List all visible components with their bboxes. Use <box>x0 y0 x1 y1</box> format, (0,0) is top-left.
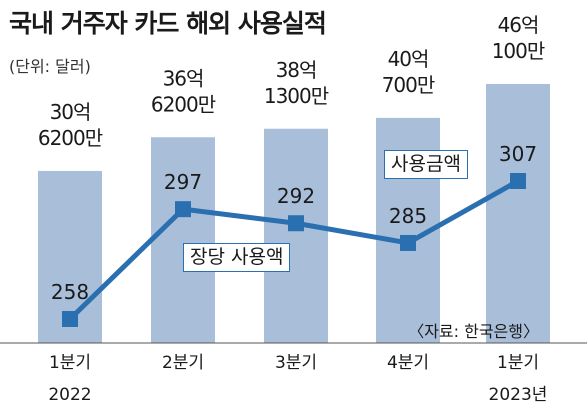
line-value-label-3: 292 <box>277 184 315 208</box>
line-value-label-4: 285 <box>389 204 427 228</box>
bars-layer <box>38 84 550 344</box>
chart-title: 국내 거주자 카드 해외 사용실적 <box>9 9 327 38</box>
line-point-3 <box>288 215 304 232</box>
bar-value-label-4-1: 40억 <box>388 47 429 71</box>
line-value-label-5: 307 <box>499 142 537 166</box>
bar-2 <box>151 137 215 343</box>
unit-label: (단위: 달러) <box>9 57 91 76</box>
x-tick-label-5: 1분기 <box>497 353 539 373</box>
line-layer <box>62 173 526 327</box>
line-point-2 <box>175 201 191 218</box>
bar-value-label-3-2: 1300만 <box>264 84 329 108</box>
line-point-5 <box>510 173 526 189</box>
line-value-label-1: 258 <box>51 280 89 304</box>
line-point-1 <box>62 311 78 327</box>
source-note: 〈자료: 한국은행〉 <box>408 322 539 341</box>
ticks-layer: 1분기 2022 2분기 3분기 4분기 1분기 2023년 <box>48 353 547 405</box>
bar-3 <box>264 128 328 343</box>
x-tick-label-2: 2분기 <box>162 353 204 373</box>
x-tick-label-3: 3분기 <box>275 353 317 373</box>
labels-layer: 30억6200만36억6200만38억1300만40억700만46억100만25… <box>38 13 546 304</box>
bar-value-label-1-1: 30억 <box>50 100 91 124</box>
x-tick-label-1: 1분기 <box>49 353 91 373</box>
bar-value-label-2-2: 6200만 <box>151 92 216 116</box>
line-series-legend: 장당 사용액 <box>183 243 291 272</box>
x-tick-year-1: 2022 <box>48 385 91 405</box>
line-point-4 <box>400 234 416 251</box>
bar-value-label-3-1: 38억 <box>276 58 317 82</box>
bar-series-legend: 사용금액 <box>384 150 468 179</box>
bar-value-label-4-2: 700만 <box>382 73 435 97</box>
bar-value-label-2-1: 36억 <box>163 66 204 90</box>
bar-5 <box>486 84 550 343</box>
line-value-label-2: 297 <box>164 170 202 194</box>
x-tick-year-5: 2023년 <box>489 385 548 405</box>
bar-value-label-5-2: 100만 <box>492 39 545 63</box>
bar-value-label-1-2: 6200만 <box>38 126 103 150</box>
bar-value-label-5-1: 46억 <box>498 13 539 37</box>
x-tick-label-4: 4분기 <box>387 353 429 373</box>
